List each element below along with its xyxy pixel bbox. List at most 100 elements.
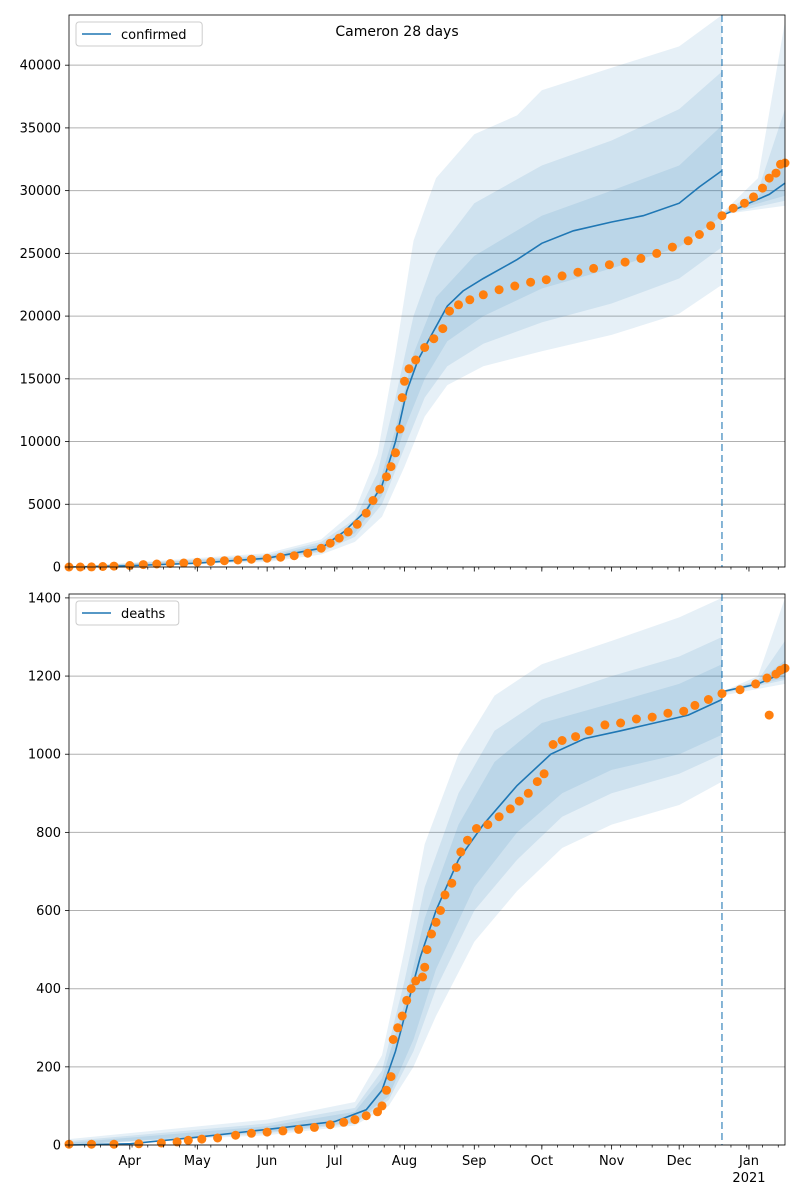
observed-point: [278, 1126, 288, 1136]
observed-point: [523, 788, 533, 798]
legend-label: deaths: [121, 607, 166, 622]
observed-point: [339, 1117, 349, 1127]
observed-point: [451, 863, 461, 872]
observed-point: [276, 552, 286, 562]
observed-point: [735, 685, 745, 695]
x-tick-label: Sep: [462, 1154, 487, 1169]
observed-point: [557, 271, 567, 281]
observed-point: [429, 334, 439, 344]
observed-point: [667, 242, 677, 252]
observed-point: [213, 1133, 223, 1143]
observed-point: [400, 376, 409, 386]
y-tick-label: 35000: [20, 121, 61, 136]
observed-point: [422, 945, 432, 955]
observed-point: [192, 557, 202, 567]
observed-point: [375, 484, 385, 494]
x-tick-label: Jan: [738, 1154, 759, 1169]
observed-point: [377, 1101, 387, 1111]
observed-point: [294, 1124, 304, 1134]
observed-point: [510, 281, 520, 291]
observed-point: [98, 562, 108, 571]
observed-point: [652, 248, 662, 258]
observed-point: [172, 1137, 182, 1147]
observed-point: [717, 211, 727, 221]
y-tick-label: 20000: [20, 310, 61, 325]
uncertainty-band: [69, 125, 722, 568]
observed-point: [728, 203, 738, 213]
observed-point: [303, 548, 313, 558]
observed-point: [134, 1139, 144, 1149]
y-tick-label: 1400: [28, 591, 61, 606]
x-tick-label: May: [184, 1154, 211, 1169]
y-tick-label: 200: [36, 1060, 61, 1075]
observed-point: [751, 679, 761, 689]
observed-point: [447, 878, 457, 888]
observed-point: [382, 472, 391, 482]
observed-point: [526, 277, 536, 287]
observed-point: [418, 972, 427, 982]
observed-point: [87, 1139, 96, 1149]
observed-point: [109, 1139, 119, 1149]
observed-point: [532, 777, 542, 787]
y-tick-label: 1200: [28, 670, 61, 685]
observed-point: [138, 560, 148, 570]
y-tick-label: 400: [36, 982, 61, 997]
observed-point: [165, 559, 175, 568]
observed-point: [325, 1120, 335, 1130]
axes-frame: [68, 593, 786, 1146]
observed-point: [420, 343, 430, 352]
observed-point: [683, 236, 693, 246]
observed-point: [539, 769, 549, 779]
observed-point: [411, 355, 421, 365]
observed-point: [179, 558, 189, 568]
observed-point: [289, 551, 299, 561]
observed-point: [463, 835, 472, 845]
observed-point: [386, 1072, 396, 1082]
observed-point: [749, 192, 758, 202]
observed-point: [762, 673, 772, 683]
observed-point: [514, 796, 524, 806]
x-tick-label: Apr: [119, 1154, 142, 1169]
chart-title: Cameron 28 days: [335, 24, 458, 40]
y-tick-label: 30000: [20, 184, 61, 199]
uncertainty-band-after: [722, 109, 785, 215]
observed-point: [395, 424, 405, 434]
observed-point: [557, 736, 567, 745]
observed-point: [663, 708, 673, 718]
observed-point: [771, 168, 781, 178]
observed-point: [404, 364, 414, 374]
observed-point: [717, 689, 727, 699]
uncertainty-band-after: [722, 597, 785, 696]
observed-point: [758, 183, 767, 193]
x-tick-label: Oct: [531, 1154, 553, 1169]
observed-point: [343, 527, 353, 537]
y-tick-label: 5000: [28, 498, 61, 513]
y-tick-label: 800: [36, 826, 61, 841]
legend-box: [75, 21, 203, 47]
observed-point: [406, 984, 416, 994]
legend-box: [75, 600, 180, 626]
uncertainty-band-after: [722, 159, 785, 214]
x-year-label: 2021: [732, 1171, 765, 1186]
observed-point: [152, 559, 162, 569]
observed-point: [764, 710, 774, 720]
y-tick-label: 25000: [20, 247, 61, 262]
uncertainty-band: [69, 71, 722, 567]
uncertainty-band: [69, 597, 722, 1145]
observed-point: [706, 221, 716, 231]
observed-point: [483, 820, 493, 830]
x-tick-label: Jul: [326, 1154, 343, 1169]
observed-point: [262, 1127, 272, 1137]
axes-frame: [68, 14, 786, 568]
observed-point: [156, 1138, 166, 1148]
observed-point: [494, 812, 504, 822]
observed-point: [361, 508, 371, 518]
observed-point: [636, 253, 646, 263]
observed-point: [573, 267, 583, 277]
observed-point: [440, 890, 450, 900]
observed-point: [679, 706, 689, 716]
observed-point: [541, 275, 551, 285]
observed-point: [325, 538, 335, 548]
legend-label: confirmed: [121, 28, 187, 43]
